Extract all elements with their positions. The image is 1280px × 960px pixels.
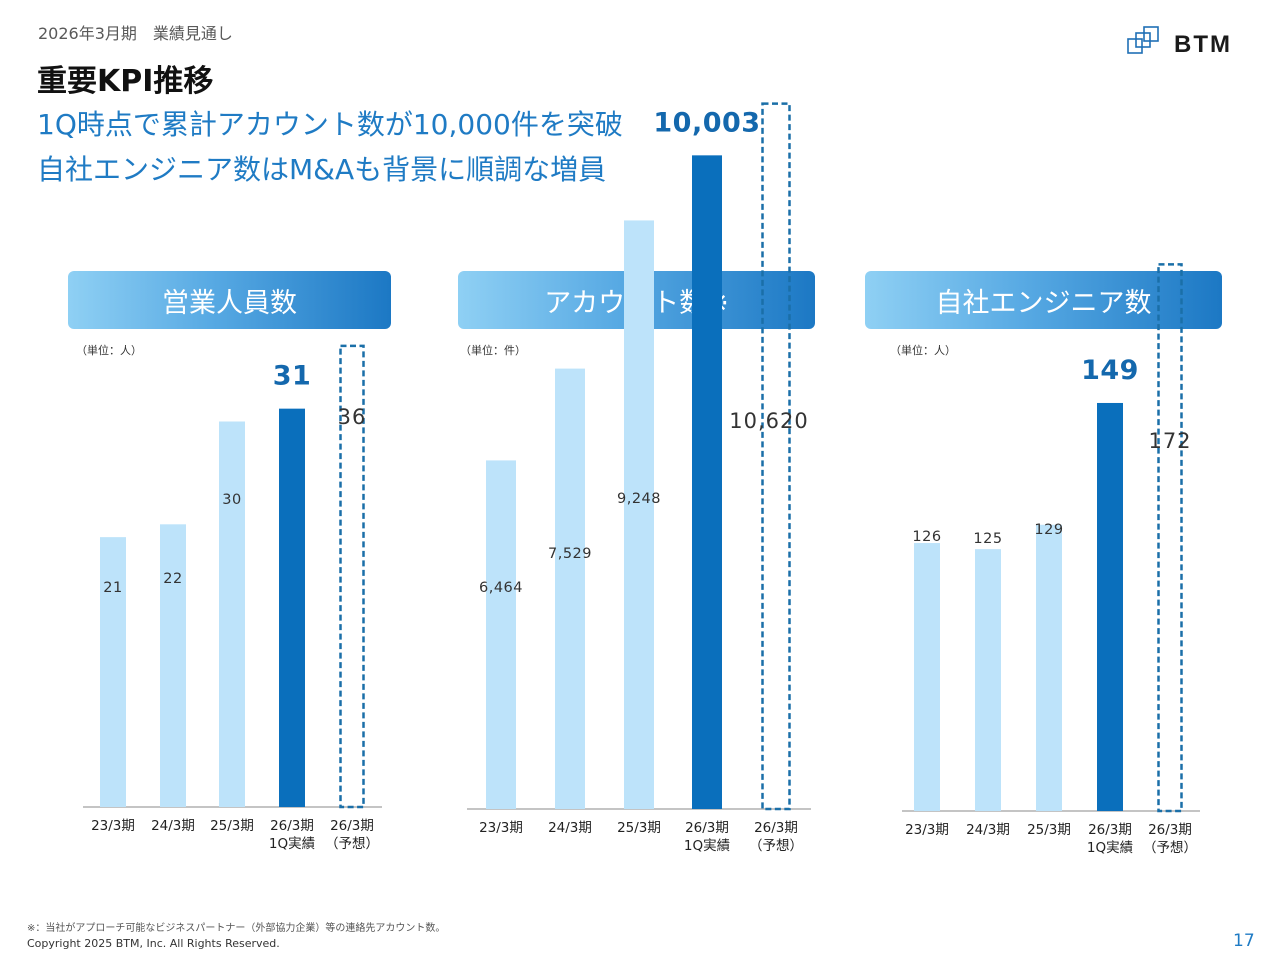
unit-label-sales-staff: （単位：人）: [76, 344, 142, 357]
tick-label: 24/3期: [966, 822, 1010, 838]
data-label: 10,620: [729, 409, 808, 433]
tick-label: 26/3期: [270, 818, 314, 834]
data-label: 172: [1148, 429, 1191, 453]
unit-label-accounts: （単位：件）: [460, 344, 526, 357]
tick-label: 25/3期: [210, 818, 254, 834]
kpi-charts: 21 23/3期 22 24/3期 30 25/3期 31 26/3期 1Q実績 36 26/3期 （…: [83, 102, 1200, 856]
unit-label-engineers: （単位：人）: [890, 344, 956, 357]
bar: [160, 524, 186, 807]
page-title: 重要KPI推移: [37, 64, 214, 99]
panel-header-sales-staff: 営業人員数: [68, 271, 391, 329]
bar: [486, 460, 516, 809]
data-label: 149: [1081, 355, 1139, 386]
forecast-bar: [339, 344, 365, 809]
tick-label: 24/3期: [548, 820, 592, 836]
data-label: 36: [338, 405, 367, 429]
tick-label: 25/3期: [617, 820, 661, 836]
tick-label: 23/3期: [91, 818, 135, 834]
btm-logo: BTM: [1127, 26, 1232, 58]
tick-label: 24/3期: [151, 818, 195, 834]
tick-label: 26/3期: [1088, 822, 1132, 838]
data-label: 30: [222, 492, 241, 508]
tick-label: 1Q実績: [684, 838, 730, 854]
forecast-bar: [1157, 263, 1183, 813]
headline-accounts: 1Q時点で累計アカウント数が10,000件を突破: [37, 108, 623, 141]
bar: [914, 543, 940, 811]
tick-label: 26/3期: [754, 820, 798, 836]
tick-label: （予想）: [325, 836, 379, 852]
data-label: 31: [273, 361, 312, 392]
tick-label: （予想）: [749, 838, 803, 854]
copyright: Copyright 2025 BTM, Inc. All Rights Rese…: [27, 937, 280, 950]
breadcrumb: 2026年3月期 業績見通し: [38, 24, 233, 43]
tick-label: 23/3期: [479, 820, 523, 836]
actual-bar: [1097, 402, 1123, 811]
data-label: 126: [912, 529, 941, 545]
data-label: 21: [103, 580, 122, 596]
bar: [100, 537, 126, 807]
logo-text: BTM: [1174, 31, 1232, 58]
data-label: 6,464: [479, 580, 523, 596]
bar: [555, 368, 585, 809]
tick-label: 1Q実績: [1087, 840, 1133, 856]
tick-label: 25/3期: [1027, 822, 1071, 838]
data-label: 125: [973, 531, 1002, 547]
data-label: 9,248: [617, 491, 661, 507]
actual-bar: [279, 408, 305, 807]
forecast-bar: [761, 102, 791, 811]
page-number: 17: [1233, 931, 1255, 951]
bar: [624, 220, 654, 810]
data-label: 22: [163, 571, 182, 587]
footnote: ※：当社がアプローチ可能なビジネスパートナー（外部協力企業）等の連絡先アカウント…: [27, 923, 446, 934]
panel-header-engineers: 自社エンジニア数: [865, 271, 1222, 329]
tick-label: 26/3期: [1148, 822, 1192, 838]
data-label: 7,529: [548, 546, 592, 562]
bar: [219, 421, 245, 807]
tick-label: 26/3期: [685, 820, 729, 836]
bar: [1036, 524, 1062, 811]
tick-label: 26/3期: [330, 818, 374, 834]
tick-label: 1Q実績: [269, 836, 315, 852]
data-label: 129: [1034, 522, 1063, 538]
tick-label: （予想）: [1143, 840, 1197, 856]
bar: [975, 549, 1001, 811]
tick-label: 23/3期: [905, 822, 949, 838]
headline-engineers: 自社エンジニア数はM&Aも背景に順調な増員: [37, 153, 607, 186]
actual-bar: [692, 155, 722, 809]
logo-mark-icon: [1127, 26, 1159, 54]
data-label: 10,003: [653, 107, 760, 138]
